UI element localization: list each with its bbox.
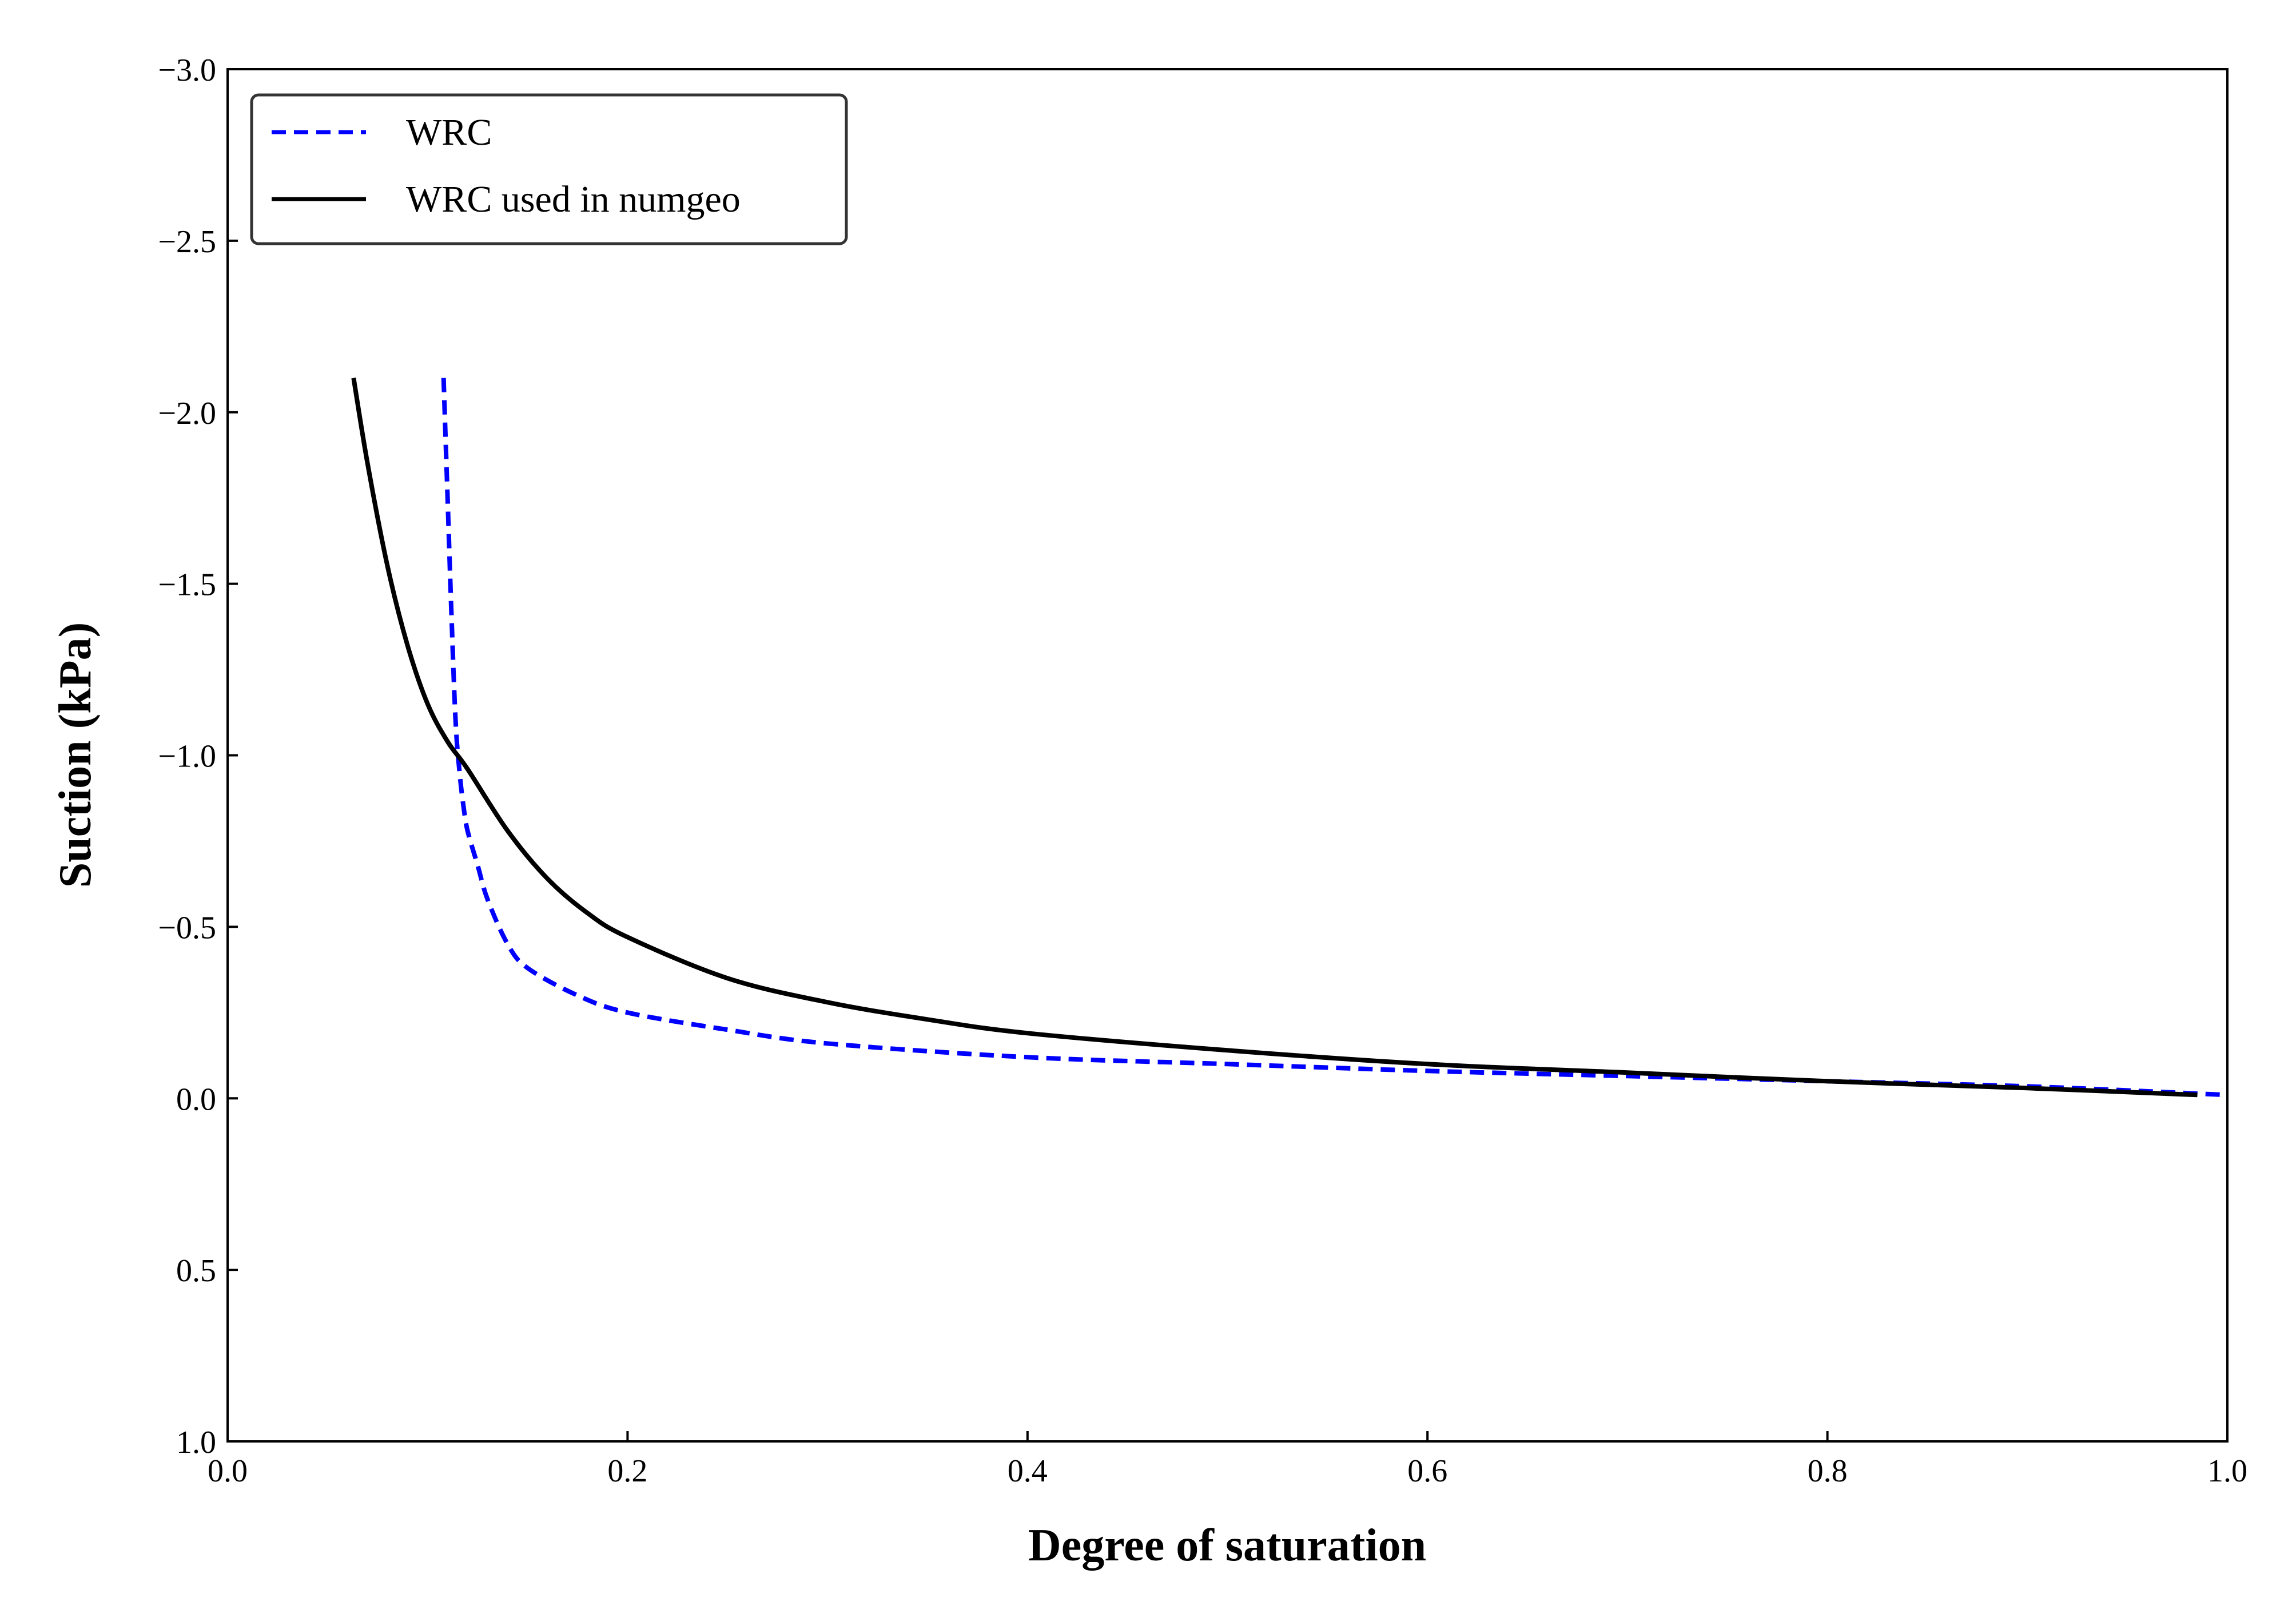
y-axis: −3.0 −2.5 −2.0 −1.5 −1.0 −0.5 0.0 0.5 1.0 [158, 53, 238, 1460]
x-tick-label: 0.0 [208, 1453, 248, 1489]
legend: WRC WRC used in numgeo [250, 93, 848, 245]
series-line-wrc-used-in-numgeo [351, 378, 2198, 1098]
x-tick-label: 0.6 [1407, 1453, 1447, 1489]
x-tick-label: 1.0 [2207, 1453, 2247, 1489]
y-tick-label: −1.0 [158, 739, 216, 774]
legend-label-wrc-used-in-numgeo: WRC used in numgeo [406, 178, 741, 220]
legend-label-wrc: WRC [406, 112, 492, 153]
x-axis: 0.0 0.2 0.4 0.6 0.8 1.0 [208, 1431, 2247, 1489]
y-tick-label: 1.0 [176, 1425, 216, 1460]
x-axis-title: Degree of saturation [1028, 1520, 1426, 1571]
y-tick-label: −3.0 [158, 53, 216, 88]
y-tick-label: −1.5 [158, 567, 216, 603]
legend-box [250, 93, 848, 245]
y-axis-title: Suction (kPa) [50, 622, 101, 888]
y-tick-label: 0.0 [176, 1082, 216, 1117]
y-tick-label: −2.5 [158, 224, 216, 260]
series-layer [351, 378, 2228, 1098]
plot-background [228, 69, 2227, 1441]
y-tick-label: −2.0 [158, 396, 216, 431]
y-tick-label: −0.5 [158, 910, 216, 945]
x-tick-label: 0.2 [607, 1453, 647, 1489]
x-tick-label: 0.4 [1008, 1453, 1048, 1489]
y-tick-label: 0.5 [176, 1253, 216, 1289]
x-tick-label: 0.8 [1808, 1453, 1848, 1489]
